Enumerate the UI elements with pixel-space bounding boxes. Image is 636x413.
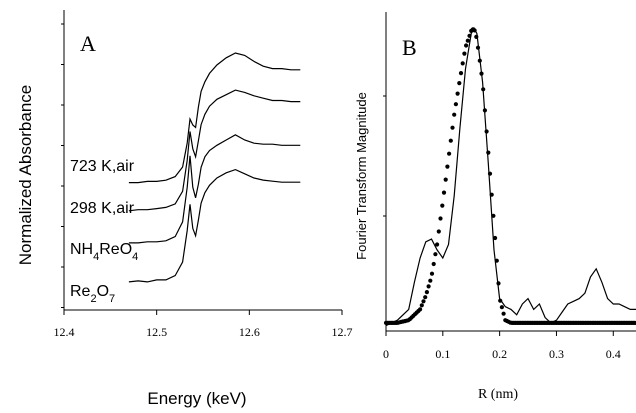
panel-b-fit-point [475, 45, 481, 50]
panel-b-fit-point [424, 290, 429, 295]
panel-b-fit-point [455, 91, 460, 96]
panel-b: B 0 0.1 0.2 0.3 0.4 Fourier Transform Magnit… [354, 12, 636, 402]
panel-b-fit-point [438, 216, 443, 221]
panel-b-y-ticks [383, 95, 386, 217]
panel-a-y-axis-label: Normalized Absorbance [16, 85, 35, 265]
panel-a-series-line [128, 89, 301, 212]
panel-b-fit-point [419, 303, 424, 308]
panel-a-x-ticks: 12.4 12.5 12.6 12.7 [54, 310, 353, 339]
panel-a-letter: A [80, 31, 96, 56]
panel-a-x-tick-label: 12.6 [239, 325, 260, 339]
panel-a-series-label: Re2O7 [70, 283, 115, 305]
panel-b-x-tick-label: 0.3 [549, 347, 564, 361]
panel-b-fit-point [450, 125, 455, 130]
panel-b-fit-point [491, 213, 496, 218]
panel-a-y-ticks [61, 23, 64, 308]
panel-b-fit-point [452, 112, 457, 117]
panel-b-fit-point [498, 298, 503, 303]
panel-b-fit-point [465, 38, 470, 43]
panel-b-fit-point [445, 164, 450, 169]
panel-b-fit-point [462, 51, 467, 56]
panel-b-fit-point [474, 34, 479, 40]
panel-b-fit-point [467, 33, 472, 38]
panel-a-series-label: 298 K,air [70, 200, 135, 217]
panel-b-fit-point [487, 171, 493, 176]
panel-b-fit-point [418, 307, 423, 312]
panel-b-x-tick-label: 0.1 [435, 347, 450, 361]
panel-b-fit-point [453, 102, 458, 107]
panel-a-x-tick-label: 12.7 [332, 325, 353, 339]
panel-b-y-axis-label: Fourier Transform Magnitude [354, 92, 369, 260]
panel-b-fit-point [479, 71, 484, 76]
panel-b-experiment-line [385, 26, 636, 327]
panel-a-series-line [128, 52, 301, 184]
panel-b-fit-point [482, 108, 487, 113]
panel-b-fit-point [447, 151, 452, 156]
panel-b-fit-point [489, 192, 494, 197]
panel-b-fit-point [428, 278, 433, 283]
panel-b-x-axis-label: R (nm) [478, 387, 518, 402]
panel-b-x-tick-label: 0.2 [492, 347, 507, 361]
panel-b-fit-point [493, 235, 498, 241]
panel-a-series-line [128, 134, 301, 244]
panel-b-x-ticks: 0 0.1 0.2 0.3 0.4 [383, 331, 621, 361]
panel-b-fit-point [429, 271, 435, 276]
panel-b-fit-point [436, 229, 441, 234]
panel-b-fit-point [632, 320, 636, 325]
panel-a-series-label: 723 K,air [70, 158, 135, 175]
panel-b-fit-point [426, 284, 431, 289]
panel-b-fit-point [464, 43, 469, 48]
panel-a-x-axis-label: Energy (keV) [147, 389, 246, 408]
panel-b-fit-point [472, 28, 477, 33]
panel-b-fit-point [448, 138, 453, 143]
panel-a-x-tick-label: 12.4 [54, 325, 75, 339]
panel-b-fit-point [501, 311, 506, 316]
panel-b-fit-point [435, 242, 440, 247]
panel-a-series-label: NH4ReO4 [70, 241, 138, 263]
panel-b-fit-point [494, 258, 499, 263]
panel-b-x-tick-label: 0.4 [606, 347, 621, 361]
panel-a-series-line [128, 168, 301, 283]
panel-b-fit-point [441, 190, 447, 195]
panel-b-fit-point [481, 87, 486, 92]
panel-a-curves [128, 52, 301, 283]
panel-b-fit-point [423, 295, 428, 300]
panel-b-fit-point [496, 281, 501, 286]
panel-b-fit-point [484, 129, 489, 134]
panel-b-x-tick-label: 0 [383, 347, 389, 361]
panel-b-fit-point [421, 299, 426, 304]
panel-b-curves [383, 26, 636, 327]
panel-b-fit-point [431, 261, 436, 267]
panel-b-fit-point [440, 203, 445, 208]
panel-a-x-tick-label: 12.5 [146, 325, 167, 339]
panel-b-fit-point [433, 252, 438, 257]
panel-b-fit-point [443, 177, 448, 182]
panel-b-fit-point [499, 305, 504, 310]
panel-a: A 12.4 12.5 12.6 12.7 723 K,air 298 K,air NH4… [16, 10, 353, 408]
panel-a-series-labels: 723 K,air 298 K,air NH4ReO4 Re2O7 [70, 158, 138, 305]
panel-b-fit-point [477, 58, 482, 63]
panel-b-fit-point [458, 71, 464, 76]
panel-b-fit-point [486, 150, 491, 155]
panel-b-letter: B [402, 35, 417, 60]
panel-b-fit-point [457, 81, 462, 86]
panel-b-fit-point [460, 61, 465, 66]
